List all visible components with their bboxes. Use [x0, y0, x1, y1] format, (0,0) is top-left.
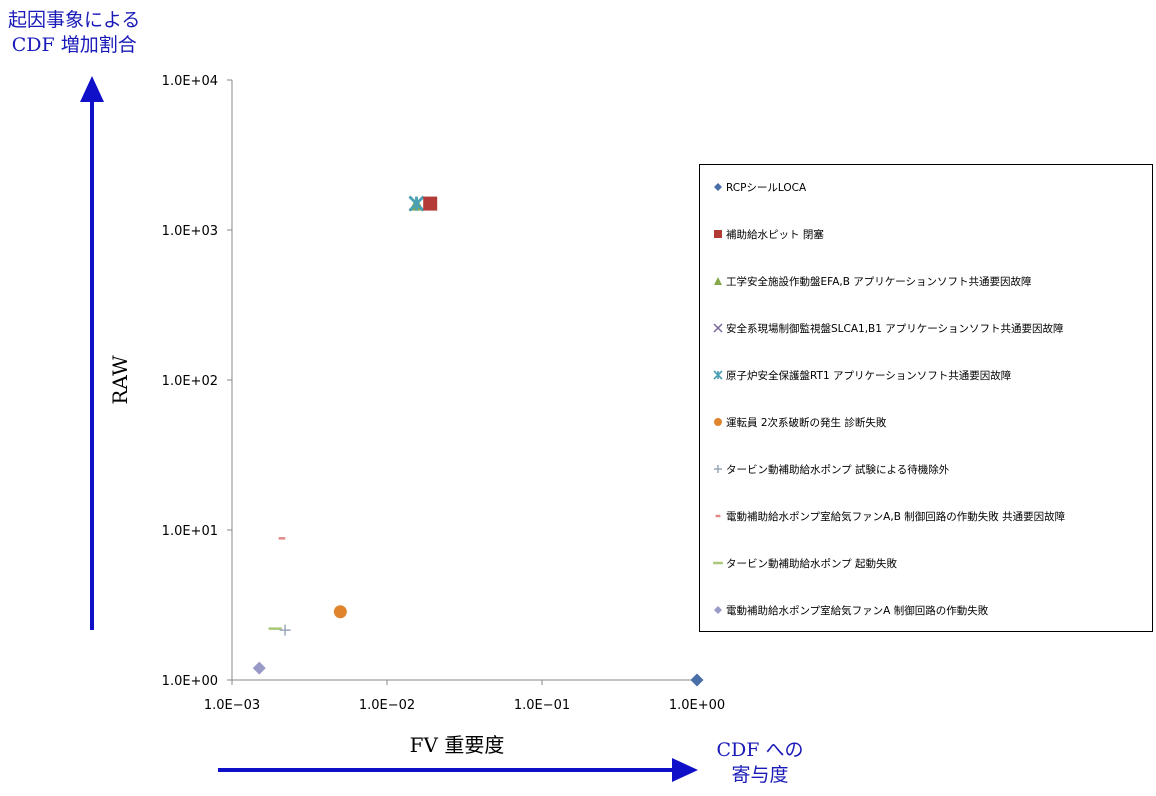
legend-marker-star [713, 370, 723, 380]
legend-label: 工学安全施設作動盤EFA,B アプリケーションソフト共通要因故障 [726, 275, 1032, 288]
legend-label: 補助給水ピット 閉塞 [726, 228, 824, 241]
y-direction-arrow [80, 76, 104, 630]
x-arrow-label: CDF への 寄与度 [700, 738, 820, 788]
legend-swatch [713, 370, 723, 380]
x-direction-arrow [218, 758, 698, 782]
legend-label: 運転員 2次系破断の発生 診断失敗 [726, 416, 887, 429]
legend-label: タービン動補助給水ポンプ 起動失敗 [726, 557, 898, 570]
legend-item: 補助給水ピット 閉塞 [712, 226, 824, 242]
legend-label: 原子炉安全保護盤RT1 アプリケーションソフト共通要因故障 [726, 369, 1012, 382]
legend-swatch [714, 183, 722, 191]
legend-marker-plus [714, 465, 722, 473]
data-point-diamond [690, 673, 704, 687]
legend-item: 原子炉安全保護盤RT1 アプリケーションソフト共通要因故障 [712, 367, 1011, 383]
data-point-star [408, 195, 425, 212]
legend-item: タービン動補助給水ポンプ 起動失敗 [712, 555, 897, 571]
legend-marker-diamond [714, 606, 722, 614]
y-axis-title: RAW [108, 355, 132, 405]
data-point-square [423, 196, 438, 211]
legend-swatch [714, 230, 722, 238]
x-tick-label: 1.0E+00 [669, 698, 725, 713]
data-points [252, 195, 704, 687]
legend-swatch [715, 514, 721, 518]
x-arrow-label-line1: CDF への [716, 739, 804, 761]
legend-label: 電動補助給水ポンプ室給気ファンA,B 制御回路の作動失敗 共通要因故障 [726, 510, 1066, 523]
x-tick-label: 1.0E−02 [359, 698, 415, 713]
legend-swatch [713, 561, 723, 565]
data-point-circle [333, 605, 347, 619]
legend: RCPシールLOCA 補助給水ピット 閉塞工学安全施設作動盤EFA,B アプリケー… [699, 164, 1153, 632]
y-tick-label: 1.0E+02 [162, 374, 218, 389]
data-point-diamond [252, 661, 266, 675]
legend-swatch [714, 277, 722, 285]
legend-label: タービン動補助給水ポンプ 試験による待機除外 [726, 463, 950, 476]
legend-item: 運転員 2次系破断の発生 診断失敗 [712, 414, 886, 430]
legend-marker-diamond [714, 183, 722, 191]
legend-label: 電動補助給水ポンプ室給気ファンA 制御回路の作動失敗 [726, 604, 989, 617]
legend-item: 電動補助給水ポンプ室給気ファンA,B 制御回路の作動失敗 共通要因故障 [712, 508, 1065, 524]
axis-ticks: 1.0E+00 1.0E+01 1.0E+02 1.0E+03 1.0E+04 1.0E−… [162, 74, 725, 713]
legend-swatch [713, 323, 723, 333]
legend-marker-triangle [714, 277, 722, 285]
legend-label: 安全系現場制御監視盤SLCA1,B1 アプリケーションソフト共通要因故障 [726, 322, 1064, 335]
legend-item: RCPシールLOCA [712, 179, 806, 195]
legend-item: 安全系現場制御監視盤SLCA1,B1 アプリケーションソフト共通要因故障 [712, 320, 1064, 336]
legend-marker-square [714, 230, 722, 238]
legend-item: 工学安全施設作動盤EFA,B アプリケーションソフト共通要因故障 [712, 273, 1032, 289]
legend-swatch [714, 465, 722, 473]
data-point-plus [279, 624, 291, 636]
y-tick-label: 1.0E+04 [162, 74, 218, 89]
y-arrow-label-line1: 起因事象による [8, 9, 141, 31]
y-arrow-label-line2: CDF 増加割合 [11, 34, 137, 56]
y-tick-label: 1.0E+01 [162, 524, 218, 539]
y-arrow-label: 起因事象による CDF 増加割合 [8, 8, 140, 58]
legend-swatch [714, 418, 722, 426]
x-arrow-label-line2: 寄与度 [731, 764, 789, 786]
legend-label: RCPシールLOCA [726, 181, 807, 194]
legend-marker-x [713, 323, 723, 333]
legend-item: タービン動補助給水ポンプ 試験による待機除外 [712, 461, 949, 477]
y-tick-label: 1.0E+03 [162, 224, 218, 239]
legend-marker-circle [714, 418, 722, 426]
x-tick-label: 1.0E−01 [514, 698, 570, 713]
x-tick-label: 1.0E−03 [204, 698, 260, 713]
x-axis-title: FV 重要度 [410, 733, 505, 757]
legend-item: 電動補助給水ポンプ室給気ファンA 制御回路の作動失敗 [712, 602, 988, 618]
y-tick-label: 1.0E+00 [162, 674, 218, 689]
legend-swatch [714, 606, 722, 614]
